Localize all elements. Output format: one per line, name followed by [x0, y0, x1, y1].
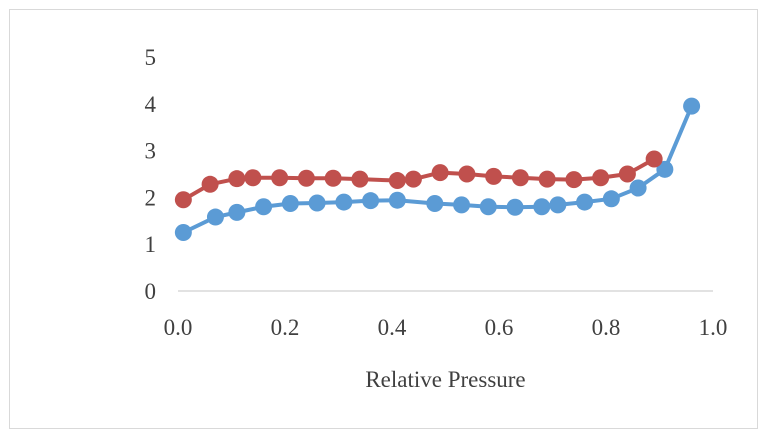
- series-1-point: [656, 160, 674, 178]
- series-2-point: [592, 169, 610, 187]
- series-2-point: [618, 165, 636, 183]
- series-1-point: [206, 208, 224, 226]
- y-tick-label: 0: [145, 279, 157, 304]
- y-tick-label: 2: [145, 185, 157, 210]
- x-tick-label: 0.8: [592, 315, 621, 340]
- series-1-point: [335, 193, 353, 211]
- series-1-point: [228, 203, 246, 221]
- series-1-point: [549, 196, 567, 214]
- series-2-point: [201, 175, 219, 193]
- x-tick-label: 0.6: [485, 315, 514, 340]
- series-1-point: [683, 97, 701, 115]
- series-2-point: [388, 172, 406, 190]
- line-chart: 0 1 2 3 4 5 0.0 0.2 0.4 0.6 0.8 1.0 Relative Pressur…: [145, 45, 728, 392]
- series-2-point: [324, 169, 342, 187]
- series-1-point: [426, 194, 444, 212]
- y-tick-label: 4: [145, 92, 157, 117]
- chart-frame: 0 1 2 3 4 5 0.0 0.2 0.4 0.6 0.8 1.0 Relative Pressur…: [9, 9, 758, 429]
- series-2-point: [431, 164, 449, 182]
- y-tick-label: 3: [145, 139, 157, 164]
- series-2-point: [565, 171, 583, 189]
- x-axis-title: Relative Pressure: [365, 367, 525, 392]
- series-1-point: [576, 193, 594, 211]
- series-1-point: [533, 198, 551, 216]
- series-2-point: [511, 169, 529, 187]
- series-2-point: [538, 170, 556, 188]
- y-tick-label: 5: [145, 45, 157, 70]
- series-1-point: [388, 191, 406, 209]
- series-2-point: [297, 169, 315, 187]
- series-2-point: [351, 170, 369, 188]
- x-tick-label: 1.0: [699, 315, 728, 340]
- series-2-point: [458, 165, 476, 183]
- series-2-point: [244, 169, 262, 187]
- series-1-point: [281, 194, 299, 212]
- series-1-point: [308, 194, 326, 212]
- series-2-point: [174, 191, 192, 209]
- series-1-point: [479, 198, 497, 216]
- series-1-point: [602, 190, 620, 208]
- series-2-point: [404, 170, 422, 188]
- series-2-point: [228, 170, 246, 188]
- series-1-point: [174, 224, 192, 241]
- series-1-point: [453, 196, 471, 214]
- y-tick-label: 1: [145, 232, 157, 257]
- series-1-point: [506, 198, 524, 216]
- x-tick-label: 0.0: [164, 315, 193, 340]
- series-1-point: [362, 192, 380, 210]
- series-2-point: [645, 150, 663, 168]
- series-2-point: [485, 167, 503, 185]
- series-1-point: [255, 198, 273, 216]
- x-tick-label: 0.2: [271, 315, 300, 340]
- x-tick-label: 0.4: [378, 315, 407, 340]
- series-2-point: [271, 169, 289, 187]
- series-1-point: [629, 179, 647, 197]
